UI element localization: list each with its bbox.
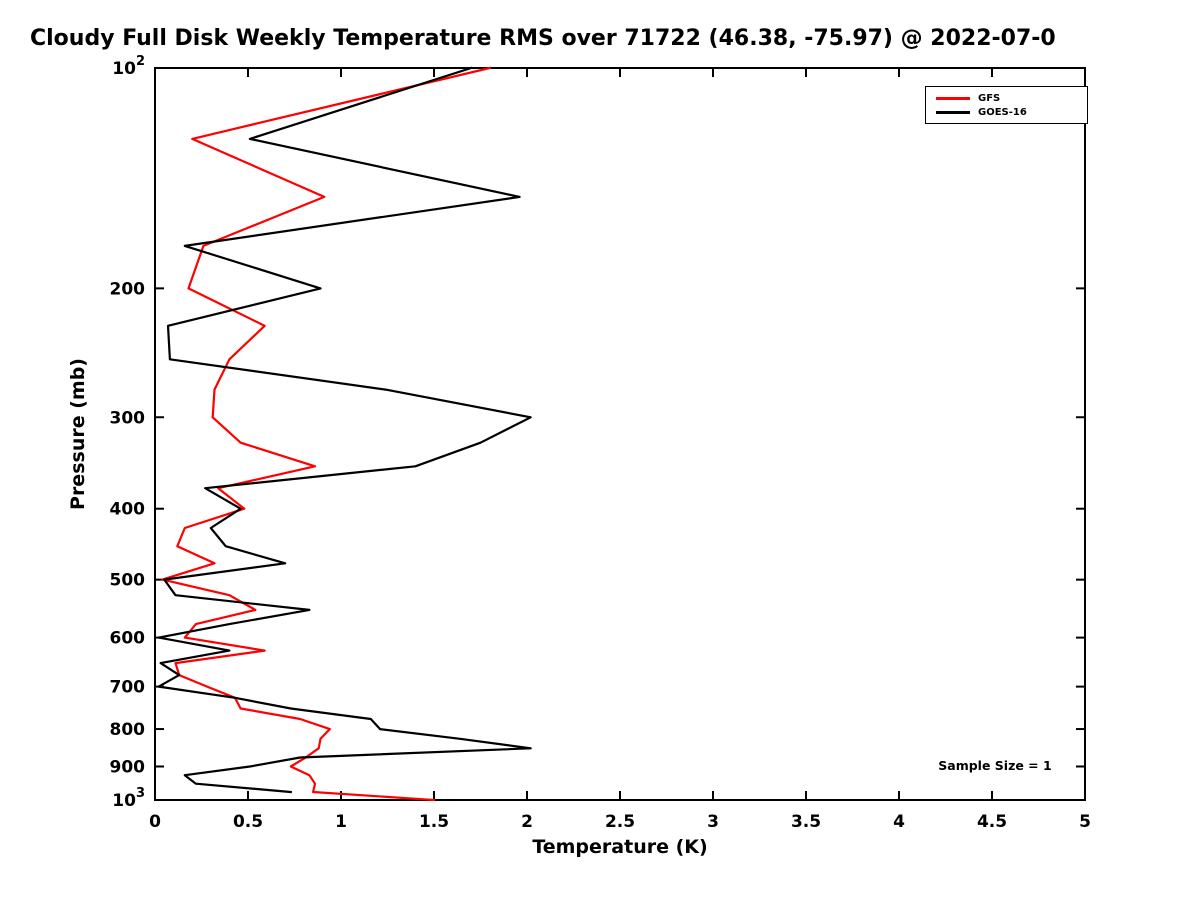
svg-text:900: 900 xyxy=(110,758,146,778)
svg-text:2: 2 xyxy=(521,812,533,832)
svg-text:5: 5 xyxy=(1079,812,1091,832)
legend-item-gfs: GFS xyxy=(936,91,1077,105)
svg-text:3.5: 3.5 xyxy=(791,812,821,832)
legend-label-gfs: GFS xyxy=(978,92,1001,104)
svg-text:400: 400 xyxy=(110,500,146,520)
svg-text:1.5: 1.5 xyxy=(419,812,449,832)
legend-label-goes16: GOES-16 xyxy=(978,106,1027,118)
svg-text:4.5: 4.5 xyxy=(977,812,1007,832)
legend: GFS GOES-16 xyxy=(925,86,1088,124)
legend-item-goes16: GOES-16 xyxy=(936,105,1077,119)
svg-text:2.5: 2.5 xyxy=(605,812,635,832)
y-axis-label: Pressure (mb) xyxy=(67,358,89,510)
svg-text:0.5: 0.5 xyxy=(233,812,263,832)
gfs-line-sample xyxy=(936,96,970,100)
svg-text:3: 3 xyxy=(707,812,719,832)
svg-text:300: 300 xyxy=(110,408,146,428)
x-axis-label: Temperature (K) xyxy=(532,836,708,858)
svg-text:700: 700 xyxy=(110,678,146,698)
svg-text:500: 500 xyxy=(110,571,146,591)
chart-title: Cloudy Full Disk Weekly Temperature RMS … xyxy=(30,26,1056,51)
svg-text:102: 102 xyxy=(112,54,145,79)
svg-text:800: 800 xyxy=(110,720,146,740)
svg-text:4: 4 xyxy=(893,812,905,832)
sample-size-annotation: Sample Size = 1 xyxy=(938,758,1052,773)
svg-text:1: 1 xyxy=(335,812,347,832)
svg-text:0: 0 xyxy=(149,812,161,832)
svg-text:600: 600 xyxy=(110,629,146,649)
svg-text:200: 200 xyxy=(110,279,146,299)
svg-text:103: 103 xyxy=(112,786,145,811)
goes16-line-sample xyxy=(936,110,970,114)
